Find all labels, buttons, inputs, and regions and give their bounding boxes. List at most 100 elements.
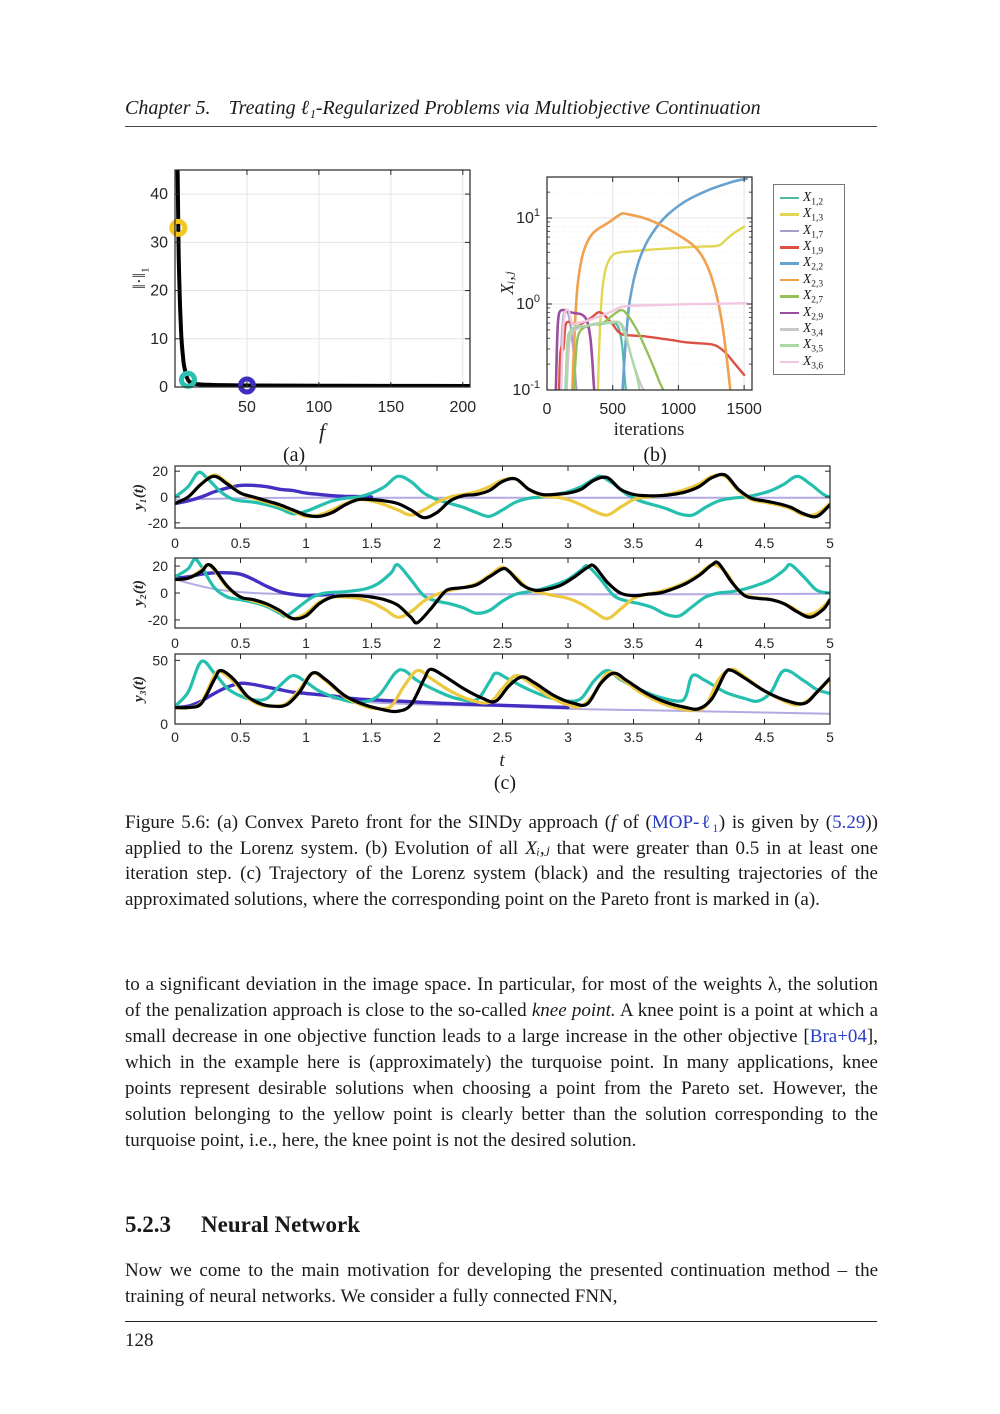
legend-label: X1,9 xyxy=(803,238,824,257)
marker-turquoise-point-center xyxy=(186,377,190,382)
trajectory-plot-y3: 0 0.5 1 1.5 2 2.5 3 3.5 4 4.5 5 0 50 t y₃(t) xyxy=(128,648,848,776)
x-tick-label: 2 xyxy=(433,635,441,651)
legend-label: X1,3 xyxy=(803,205,824,224)
axes-box xyxy=(174,169,471,388)
y-tick-label: 100 xyxy=(516,293,540,313)
legend-swatch xyxy=(780,262,799,266)
x-tick-label: 4 xyxy=(695,729,703,745)
y-tick-label: 20 xyxy=(150,283,168,300)
caption-xij-symbol: Xᵢ,ⱼ xyxy=(525,837,550,859)
caption-f-symbol: f xyxy=(611,812,617,833)
body-paragraph-1: to a significant deviation in the image … xyxy=(125,972,878,1154)
figure-caption: Figure 5.6: (a) Convex Pareto front for … xyxy=(125,810,878,912)
legend-label: X1,7 xyxy=(803,221,824,241)
series-X_2_3 xyxy=(571,212,732,390)
x-tick-label: 0 xyxy=(171,635,179,651)
chapter-title: Treating ℓ₁-Regularized Problems via Mul… xyxy=(228,97,761,119)
x-axis-label: iterations xyxy=(614,419,685,440)
paragraph-text: A knee point is a point at which a small… xyxy=(125,1000,879,1047)
x-tick-label: 1.5 xyxy=(362,635,382,651)
y-axis-label: Xᵢ,ⱼ xyxy=(500,271,517,295)
legend-swatch xyxy=(780,311,799,315)
x-tick-label: 1 xyxy=(302,635,310,651)
series-X_2_9 xyxy=(554,308,596,390)
legend-swatch xyxy=(780,344,799,347)
legend-entry-X_2_7: X2,7 xyxy=(780,287,840,306)
legend-entry-X_2_2: X2,2 xyxy=(780,254,840,274)
legend-swatch xyxy=(780,295,799,298)
series-X_2_7 xyxy=(572,308,665,390)
marker-yellow-point xyxy=(169,218,188,237)
evolution-svg: 0 500 1000 1500 10-1 100 101 iterations Xᵢ,ⱼ xyxy=(497,176,762,440)
paragraph-text: to a significant deviation in the image … xyxy=(125,974,878,1021)
legend-entry-X_1_9: X1,9 xyxy=(780,238,840,257)
y-axis-label: ‖·‖₁ xyxy=(130,267,149,289)
series-blue-point-solution xyxy=(175,483,374,506)
x-tick-label: 1 xyxy=(302,729,310,745)
x-tick-label: 2 xyxy=(433,729,441,745)
x-tick-label: 0 xyxy=(543,401,552,418)
y-tick-label: 20 xyxy=(152,558,168,574)
section-heading: 5.2.3 Neural Network xyxy=(125,1212,360,1238)
legend-label: X3,4 xyxy=(803,319,824,339)
x-tick-label: 3 xyxy=(564,635,572,651)
series-blue-point-solution xyxy=(175,570,334,598)
legend-swatch xyxy=(780,328,799,331)
section-title: Neural Network xyxy=(201,1212,361,1237)
marker-blue-point xyxy=(237,376,256,395)
y-tick-label: 0 xyxy=(160,585,168,601)
legend-entry-X_1_2: X1,2 xyxy=(780,189,840,208)
marker-turquoise-point xyxy=(178,370,197,389)
legend-label: X2,2 xyxy=(803,254,824,274)
caption-text: )) applied to the Lorenz system. (b) Evo… xyxy=(125,812,878,859)
y-tick-label: 0 xyxy=(159,379,168,396)
coefficient-evolution-plot: 0 500 1000 1500 10-1 100 101 iterations Xᵢ,ⱼ xyxy=(497,163,778,448)
legend-swatch xyxy=(780,196,799,200)
knee-point-emphasis: knee point. xyxy=(531,1000,616,1021)
x-tick-label: 1000 xyxy=(661,401,697,418)
x-tick-label: 3 xyxy=(564,535,572,551)
link-mop-l1[interactable]: MOP-ℓ₁ xyxy=(651,812,719,833)
x-tick-label: 4.5 xyxy=(755,635,775,651)
x-axis-label: t xyxy=(499,750,505,771)
x-tick-label: 50 xyxy=(238,399,256,416)
legend-swatch xyxy=(780,360,799,364)
y-tick-label: -20 xyxy=(148,515,168,531)
y-tick-label: 0 xyxy=(160,489,168,505)
page-number: 128 xyxy=(125,1330,154,1351)
y-tick-label: 0 xyxy=(160,716,168,732)
y-tick-label: 20 xyxy=(152,463,168,479)
y-tick-label: 10-1 xyxy=(512,379,540,399)
series-lorenz-trajectory xyxy=(175,472,830,520)
x-tick-label: 0.5 xyxy=(231,535,251,551)
x-tick-label: 5 xyxy=(826,729,834,745)
subfigure-label-a: (a) xyxy=(283,444,306,466)
axes-box xyxy=(546,176,753,391)
legend-entry-X_2_9: X2,9 xyxy=(780,303,840,323)
paragraph-text: ], which in the example here is (approxi… xyxy=(125,1026,878,1151)
series-lorenz-trajectory xyxy=(175,667,830,714)
marker-yellow-point-center xyxy=(176,226,181,230)
x-tick-label: 100 xyxy=(306,399,333,416)
y-tick-label: 40 xyxy=(150,186,168,203)
legend-label: X2,3 xyxy=(803,270,824,290)
link-eq-5-29[interactable]: 5.29 xyxy=(832,812,866,833)
x-tick-label: 2.5 xyxy=(493,729,513,745)
y-axis-label: y₁(t) xyxy=(131,484,147,512)
legend-label: X2,9 xyxy=(803,303,824,323)
x-tick-label: 5 xyxy=(826,635,834,651)
citation-bra04[interactable]: Bra+04 xyxy=(809,1026,867,1047)
x-tick-label: 500 xyxy=(599,401,626,418)
header-rule xyxy=(125,126,877,127)
x-tick-label: 4.5 xyxy=(755,729,775,745)
running-header: Chapter 5. Treating ℓ₁-Regularized Proble… xyxy=(125,97,877,120)
series-pareto-front xyxy=(175,170,470,387)
x-tick-label: 4.5 xyxy=(755,535,775,551)
series-X_3_6 xyxy=(560,302,748,390)
legend-label: X3,5 xyxy=(803,336,824,356)
series-X_1_3 xyxy=(596,225,746,390)
